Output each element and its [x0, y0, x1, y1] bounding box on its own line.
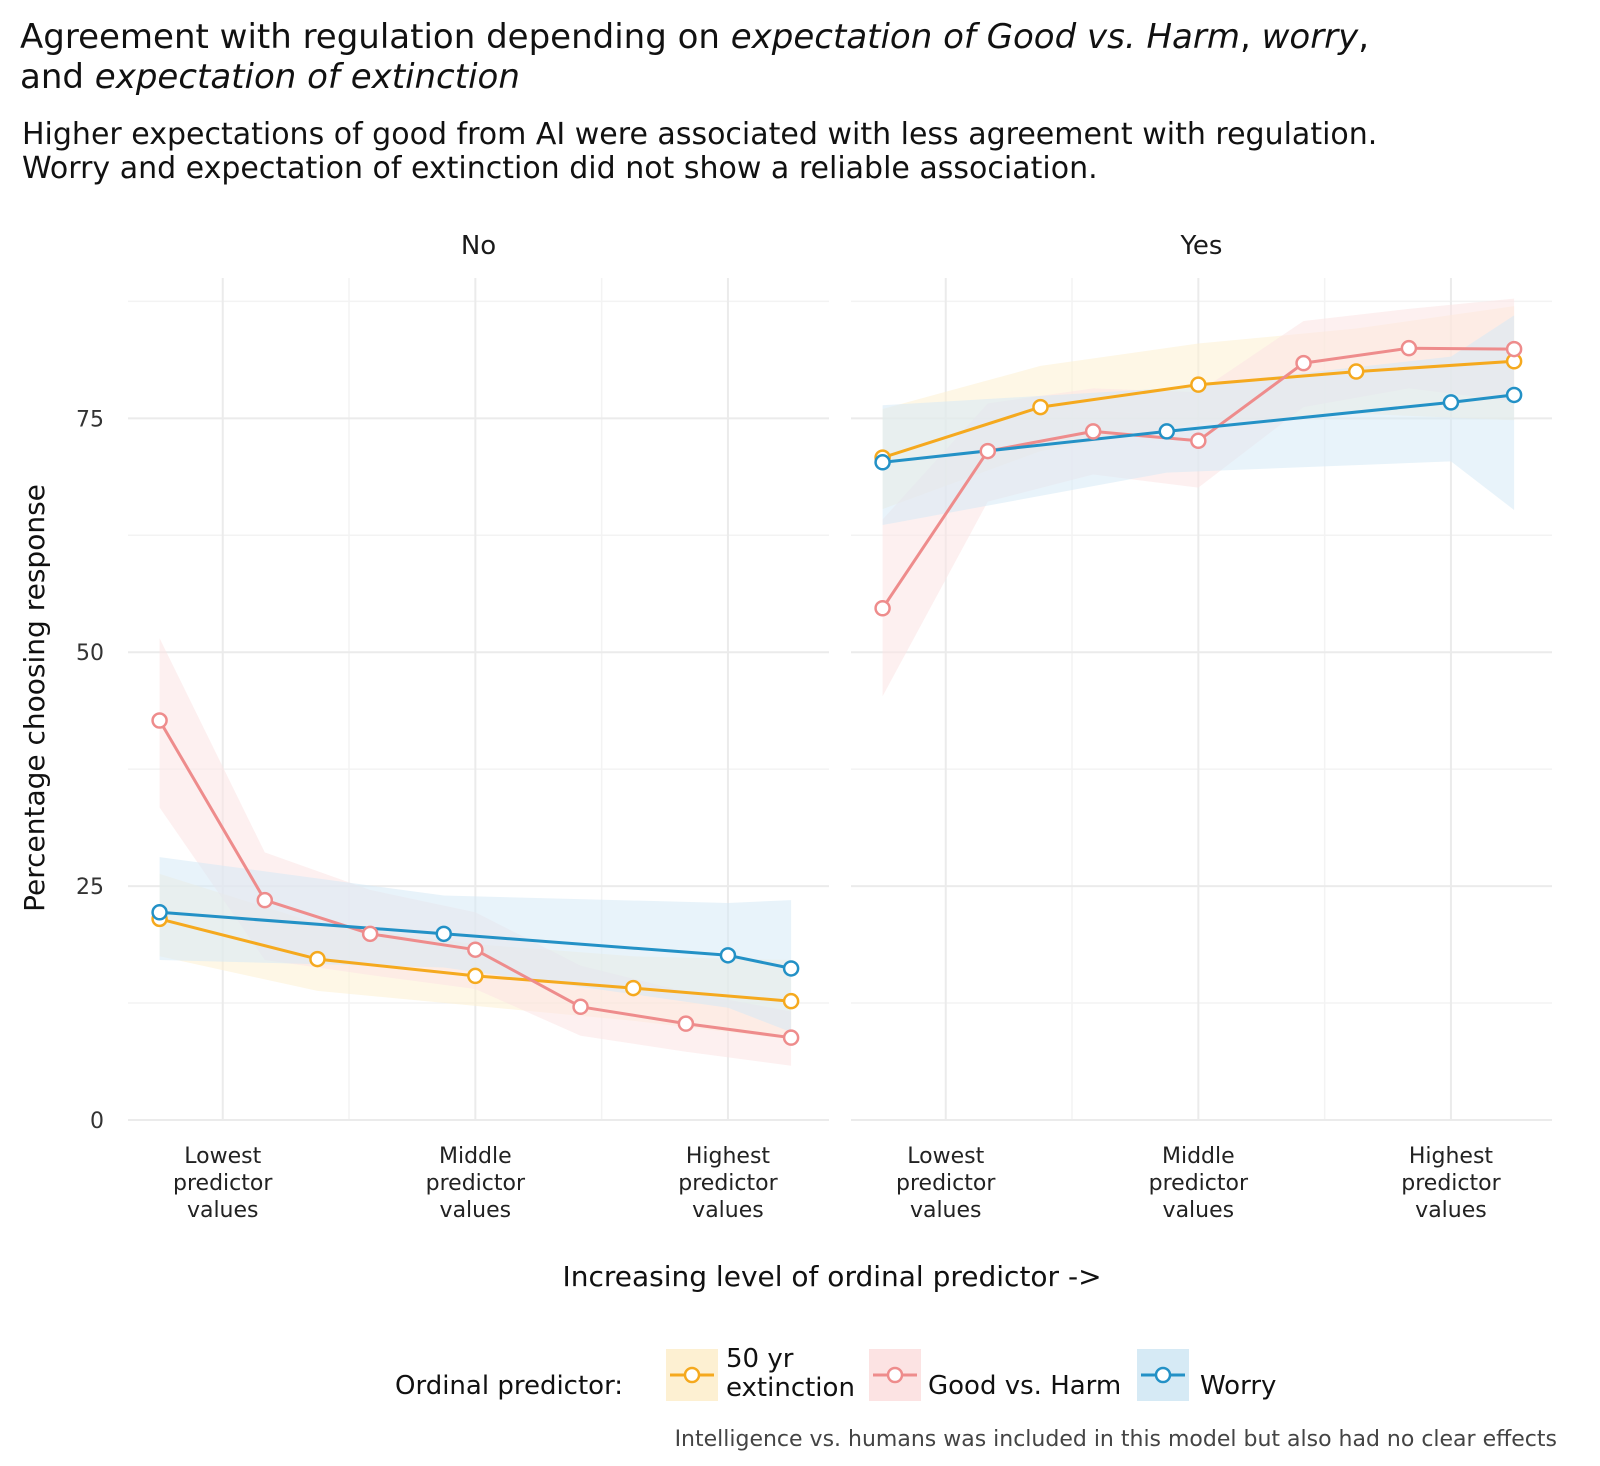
x-tick-label: Middle predictor values — [426, 1144, 526, 1223]
legend-item-goodharm: Good vs. Harm — [869, 1349, 1121, 1401]
chart-subtitle-line-2: Worry and expectation of extinction did … — [22, 151, 1098, 186]
data-point-goodharm — [1400, 339, 1418, 357]
data-point-goodharm — [782, 1029, 800, 1046]
legend-label: Good vs. Harm — [928, 1371, 1121, 1401]
legend-label: 50 yr extinction — [726, 1344, 855, 1403]
data-point-goodharm — [979, 442, 997, 460]
x-tick-label: Lowest predictor values — [896, 1144, 996, 1223]
data-point-goodharm — [361, 925, 379, 943]
data-point-worry — [1158, 423, 1176, 440]
data-point-extinction — [1190, 376, 1207, 393]
data-point-worry — [151, 904, 168, 921]
y-axis-title: Percentage choosing response — [18, 484, 51, 912]
panel-no: No 0 25 50 75 Lowest predictor values Middle pred… — [76, 231, 829, 1223]
x-tick-label: Highest predictor values — [678, 1144, 778, 1223]
y-tick-label: 25 — [76, 875, 104, 900]
data-point-goodharm — [151, 712, 168, 729]
x-axis-title: Increasing level of ordinal predictor -> — [562, 1260, 1101, 1293]
data-point-worry — [874, 454, 891, 471]
series-line-worry — [882, 393, 1515, 464]
data-point-extinction — [782, 992, 800, 1010]
legend-key-point — [1154, 1366, 1172, 1384]
legend-label: Worry — [1200, 1371, 1276, 1401]
data-point-goodharm — [874, 600, 891, 617]
data-point-goodharm — [256, 891, 274, 909]
data-point-goodharm — [677, 1015, 695, 1032]
facet-label: Yes — [1180, 231, 1223, 261]
data-point-extinction — [309, 950, 326, 968]
caption: Intelligence vs. humans was included in … — [675, 1427, 1557, 1452]
data-point-worry — [435, 925, 453, 943]
data-point-worry — [782, 960, 800, 977]
legend: Ordinal predictor: 50 yr extinction Good vs… — [395, 1344, 1276, 1403]
chart-subtitle-line-1: Higher expectations of good from AI were… — [22, 117, 1377, 152]
data-point-worry — [1442, 394, 1460, 411]
series-line-worry — [159, 910, 792, 970]
data-point-extinction — [624, 979, 642, 997]
legend-key-point — [683, 1366, 701, 1384]
data-point-goodharm — [1190, 432, 1207, 450]
legend-item-worry: Worry — [1137, 1349, 1276, 1401]
data-point-goodharm — [1295, 354, 1312, 372]
legend-item-extinction: 50 yr extinction — [666, 1344, 855, 1403]
x-tick-label: Lowest predictor values — [173, 1144, 273, 1223]
data-point-extinction — [1032, 398, 1049, 416]
facet-label: No — [461, 231, 496, 261]
y-tick-label: 75 — [76, 407, 104, 432]
chart-title-line-2: and expectation of extinction — [20, 57, 520, 97]
data-point-goodharm — [1084, 423, 1102, 440]
y-tick-label: 0 — [90, 1109, 104, 1134]
data-point-extinction — [1347, 363, 1365, 380]
data-point-worry — [1505, 386, 1523, 404]
data-point-goodharm — [572, 998, 589, 1016]
chart-title-line-1: Agreement with regulation depending on e… — [20, 17, 1369, 57]
y-tick-label: 50 — [76, 641, 104, 666]
panel-yes: Yes Lowest predictor values Middle predictor v… — [851, 231, 1552, 1223]
legend-key-point — [886, 1366, 904, 1384]
data-point-extinction — [467, 967, 484, 985]
legend-title: Ordinal predictor: — [395, 1371, 623, 1401]
data-point-worry — [719, 947, 737, 964]
x-tick-label: Highest predictor values — [1401, 1144, 1501, 1223]
x-tick-label: Middle predictor values — [1149, 1144, 1249, 1223]
data-point-goodharm — [467, 941, 484, 958]
data-point-goodharm — [1505, 340, 1523, 358]
